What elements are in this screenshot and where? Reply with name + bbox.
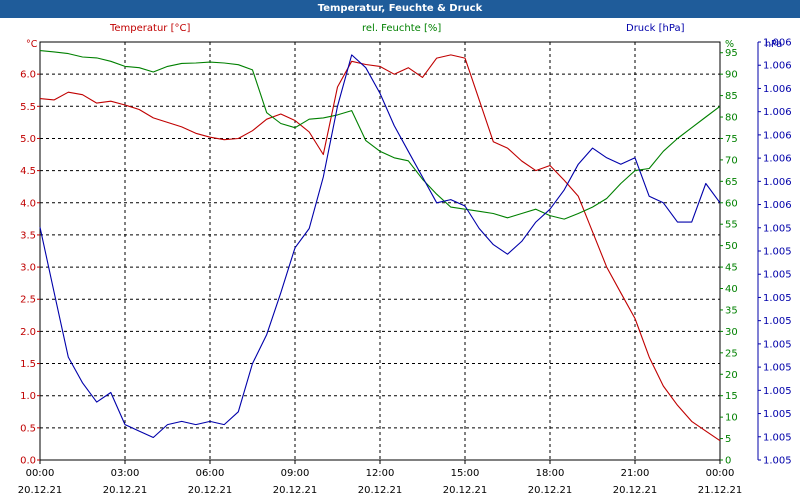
pressure-line (39, 54, 721, 439)
x-tick-date: 20.12.21 (613, 485, 658, 496)
x-tick-date: 20.12.21 (443, 485, 488, 496)
humidity-tick-label: 25 (725, 348, 738, 359)
x-tick-date: 20.12.21 (103, 485, 148, 496)
humidity-tick-label: 45 (725, 263, 738, 274)
x-tick-time: 21:00 (621, 468, 650, 479)
temperature-tick-label: 0.0 (20, 456, 36, 467)
pressure-tick-label: 1.005 (763, 339, 792, 350)
humidity-tick-label: 50 (725, 241, 738, 252)
pressure-tick-label: 1.005 (763, 293, 792, 304)
x-tick-time: 03:00 (111, 468, 140, 479)
unit-humidity: % (725, 39, 735, 50)
temperature-tick-label: 4.0 (20, 198, 36, 209)
pressure-tick-label: 1.005 (763, 409, 792, 420)
humidity-tick-label: 80 (725, 113, 738, 124)
pressure-tick-label: 1.005 (763, 316, 792, 327)
temperature-tick-label: 5.0 (20, 134, 36, 145)
humidity-tick-label: 40 (725, 284, 738, 295)
temperature-tick-label: 4.5 (20, 166, 36, 177)
humidity-tick-label: 75 (725, 134, 738, 145)
x-tick-date: 20.12.21 (273, 485, 318, 496)
temperature-line (39, 54, 721, 442)
x-tick-time: 12:00 (366, 468, 395, 479)
humidity-tick-label: 5 (725, 434, 731, 445)
x-tick-time: 15:00 (451, 468, 480, 479)
temperature-tick-label: 6.0 (20, 70, 36, 81)
legend-temperature: Temperatur [°C] (110, 23, 191, 34)
unit-temperature: °C (26, 39, 38, 50)
pressure-tick-label: 1.005 (763, 223, 792, 234)
pressure-tick-label: 1.006 (763, 84, 792, 95)
pressure-tick-label: 1.006 (763, 177, 792, 188)
x-tick-time: 09:00 (281, 468, 310, 479)
pressure-tick-label: 1.006 (763, 61, 792, 72)
x-tick-time: 06:00 (196, 468, 225, 479)
x-tick-time: 00:00 (706, 468, 735, 479)
humidity-tick-label: 35 (725, 305, 738, 316)
pressure-tick-label: 1.006 (763, 154, 792, 165)
humidity-tick-label: 95 (725, 48, 738, 59)
x-tick-time: 18:00 (536, 468, 565, 479)
unit-pressure: hPa (765, 39, 783, 50)
legend-humidity: rel. Feuchte [%] (362, 23, 442, 34)
pressure-tick-label: 1.005 (763, 363, 792, 374)
pressure-tick-label: 1.005 (763, 247, 792, 258)
temperature-tick-label: 2.5 (20, 295, 36, 306)
humidity-tick-label: 30 (725, 327, 738, 338)
legend-pressure: Druck [hPa] (626, 23, 685, 34)
x-tick-time: 00:00 (26, 468, 55, 479)
humidity-tick-label: 0 (725, 456, 731, 467)
temperature-tick-label: 3.0 (20, 263, 36, 274)
humidity-tick-label: 15 (725, 391, 738, 402)
humidity-tick-label: 85 (725, 91, 738, 102)
humidity-tick-label: 65 (725, 177, 738, 188)
pressure-tick-label: 1.006 (763, 38, 792, 49)
x-tick-date: 21.12.21 (698, 485, 743, 496)
humidity-tick-label: 20 (725, 370, 738, 381)
humidity-tick-label: 60 (725, 198, 738, 209)
temperature-tick-label: 1.0 (20, 391, 36, 402)
x-tick-date: 20.12.21 (358, 485, 403, 496)
humidity-tick-label: 70 (725, 155, 738, 166)
temperature-tick-label: 1.5 (20, 359, 36, 370)
temperature-tick-label: 5.5 (20, 102, 36, 113)
temperature-tick-label: 2.0 (20, 327, 36, 338)
pressure-tick-label: 1.005 (763, 386, 792, 397)
pressure-tick-label: 1.005 (763, 432, 792, 443)
chart-title: Temperatur, Feuchte & Druck (0, 0, 800, 18)
x-tick-date: 20.12.21 (18, 485, 63, 496)
humidity-tick-label: 55 (725, 220, 738, 231)
x-tick-date: 20.12.21 (528, 485, 573, 496)
humidity-tick-label: 90 (725, 70, 738, 81)
x-tick-date: 20.12.21 (188, 485, 233, 496)
pressure-tick-label: 1.005 (763, 270, 792, 281)
pressure-tick-label: 1.006 (763, 200, 792, 211)
temperature-tick-label: 0.5 (20, 423, 36, 434)
pressure-tick-label: 1.005 (763, 456, 792, 467)
temperature-tick-label: 3.5 (20, 230, 36, 241)
pressure-tick-label: 1.006 (763, 130, 792, 141)
pressure-tick-label: 1.006 (763, 107, 792, 118)
humidity-tick-label: 10 (725, 413, 738, 424)
humidity-line (39, 50, 721, 220)
